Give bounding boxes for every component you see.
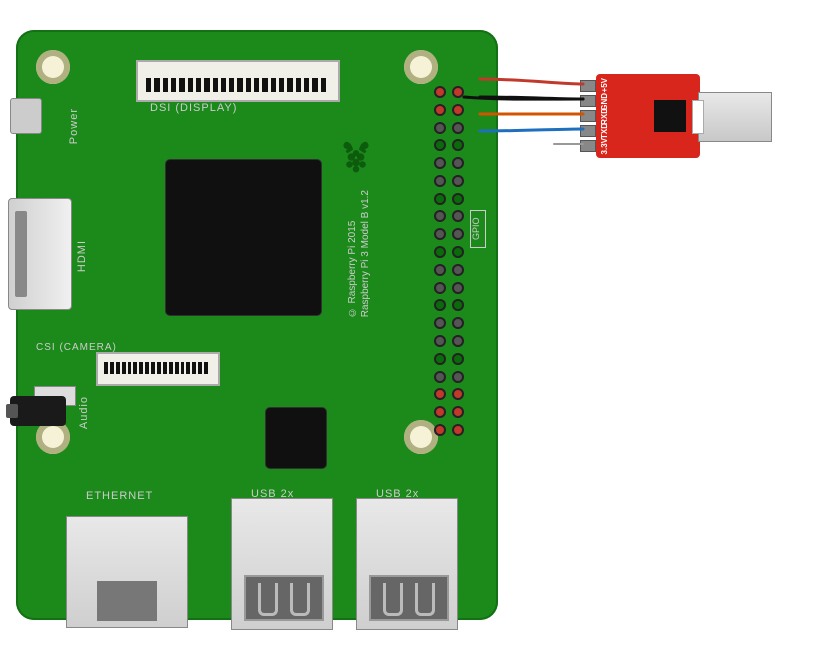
gpio-pin: [452, 122, 464, 134]
raspberry-logo-icon: [342, 140, 370, 174]
dsi-label: DSI (DISPLAY): [150, 102, 237, 114]
gpio-pin: [452, 139, 464, 151]
gpio-pin: [452, 228, 464, 240]
gpio-pin: [434, 139, 446, 151]
gpio-pin: [452, 175, 464, 187]
soc-chip: [166, 160, 321, 315]
gpio-pin: [434, 299, 446, 311]
gpio-pin: [452, 86, 464, 98]
gpio-pin: [434, 353, 446, 365]
gpio-pin: [434, 335, 446, 347]
mount-hole: [404, 420, 438, 454]
gpio-pin: [434, 210, 446, 222]
board-model-text: © Raspberry Pi 2015 Raspberry Pi 3 Model…: [346, 190, 372, 317]
uart-pin: [580, 80, 596, 92]
gpio-header: [434, 86, 464, 438]
uart-pin-label-33v: 3.3V: [600, 138, 610, 154]
gpio-pin: [452, 424, 464, 436]
hdmi-label: HDMI: [76, 240, 88, 272]
gpio-pin: [434, 424, 446, 436]
gpio-pin: [434, 388, 446, 400]
gpio-pin: [434, 264, 446, 276]
gpio-pin: [434, 86, 446, 98]
gpio-pin: [452, 371, 464, 383]
gpio-pin: [434, 246, 446, 258]
raspberry-pi-board: Power DSI (DISPLAY) HDMI CSI (CAMERA) Au…: [16, 30, 498, 620]
ethernet-port: [66, 516, 188, 628]
csi-pins: [104, 362, 208, 374]
gpio-pin: [452, 157, 464, 169]
mount-hole: [36, 50, 70, 84]
dsi-pins: [146, 78, 326, 92]
hdmi-port: [8, 198, 72, 310]
uart-pin-label-5v: +5V: [600, 78, 610, 92]
uart-pin: [580, 110, 596, 122]
gpio-pin: [434, 104, 446, 116]
gpio-pin: [452, 104, 464, 116]
ethernet-label: ETHERNET: [86, 490, 153, 502]
csi-label: CSI (CAMERA): [36, 342, 117, 353]
uart-chip: [654, 100, 686, 132]
gpio-pin: [452, 246, 464, 258]
uart-pin: [580, 125, 596, 137]
uart-pin: [580, 95, 596, 107]
audio-jack: [10, 396, 66, 426]
gpio-pin: [434, 317, 446, 329]
mount-hole: [404, 50, 438, 84]
usb-port-block-1: [231, 498, 333, 630]
model-line1: Raspberry Pi 3 Model B v1.2: [360, 190, 371, 317]
gpio-pin: [452, 353, 464, 365]
gpio-pin: [434, 406, 446, 418]
audio-label: Audio: [78, 396, 90, 429]
wiring-diagram: Power DSI (DISPLAY) HDMI CSI (CAMERA) Au…: [0, 0, 820, 666]
gpio-pin: [434, 282, 446, 294]
power-label: Power: [68, 108, 80, 144]
gpio-label: GPIO: [470, 210, 486, 248]
gpio-pin: [452, 264, 464, 276]
gpio-pin: [434, 175, 446, 187]
uart-pin: [580, 140, 596, 152]
usb-serial-adapter: +5VGNDRXDTXD3.3V: [596, 74, 700, 158]
gpio-pin: [434, 371, 446, 383]
gpio-pin: [452, 193, 464, 205]
usb-a-plug: [698, 86, 798, 146]
uart-pin-label-txd: TXD: [600, 123, 610, 139]
gpio-pin: [434, 193, 446, 205]
model-line2: © Raspberry Pi 2015: [347, 221, 358, 318]
gpio-pin: [434, 157, 446, 169]
micro-usb-power-port: [10, 98, 42, 134]
usb2-label: USB 2x: [376, 488, 419, 500]
gpio-pin: [434, 122, 446, 134]
usb-port-block-2: [356, 498, 458, 630]
gpio-pin: [434, 228, 446, 240]
gpio-pin: [452, 317, 464, 329]
gpio-pin: [452, 210, 464, 222]
gpio-pin: [452, 299, 464, 311]
uart-pin-header: [580, 80, 596, 152]
gpio-pin: [452, 335, 464, 347]
chip: [266, 408, 326, 468]
gpio-pin: [452, 388, 464, 400]
usb1-label: USB 2x: [251, 488, 294, 500]
gpio-pin: [452, 406, 464, 418]
gpio-pin: [452, 282, 464, 294]
